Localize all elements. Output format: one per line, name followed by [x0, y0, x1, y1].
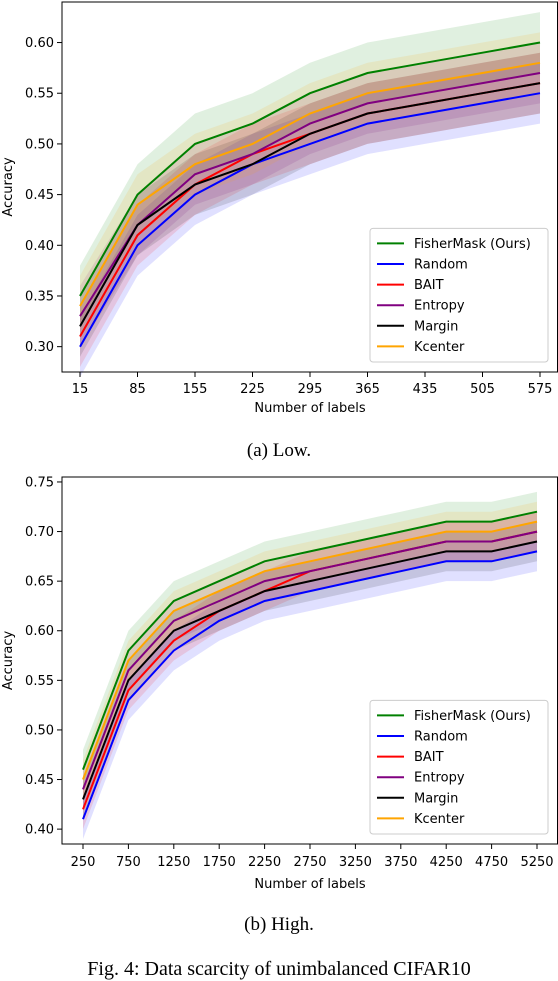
legend-label: FisherMask (Ours) — [414, 237, 531, 252]
x-tick-label: 1250 — [157, 855, 190, 870]
x-tick-label: 85 — [129, 382, 146, 397]
chart-0: 15 85 155 225 295 365 435 505 575 0.30 0.35 0.40 0.4… — [1, 1, 558, 416]
confidence-band — [80, 62, 540, 378]
y-tick-label: 0.50 — [25, 137, 54, 152]
legend-label: Margin — [414, 791, 458, 806]
y-tick-label: 0.65 — [25, 575, 54, 590]
x-tick-label: 4750 — [475, 855, 508, 870]
legend-label: Margin — [414, 319, 458, 334]
legend-box — [369, 699, 549, 835]
y-tick-label: 0.70 — [25, 525, 54, 540]
x-tick-label: 5250 — [520, 855, 553, 870]
caption-low: (a) Low. — [246, 440, 312, 461]
x-tick-label: 225 — [240, 382, 265, 397]
confidence-band — [80, 52, 540, 357]
series-line — [79, 61, 541, 307]
legend-label: Entropy — [414, 299, 465, 314]
series-line — [79, 82, 541, 327]
series-line — [82, 520, 538, 780]
legend-label: Kcenter — [414, 812, 465, 827]
y-tick-label: 0.60 — [25, 36, 54, 51]
y-axis-label: Accuracy — [1, 631, 16, 691]
x-tick-label: 1750 — [203, 855, 236, 870]
x-axis-label: Number of labels — [254, 877, 365, 892]
chart-1: 250 750 1250 1750 2250 2750 3250 3750 4250 4750 52… — [1, 475, 558, 892]
y-tick-label: 0.50 — [25, 723, 54, 738]
x-tick-label: 505 — [470, 382, 495, 397]
legend-label: Random — [414, 730, 468, 745]
legend-label: Kcenter — [414, 340, 465, 355]
series-line — [82, 540, 538, 800]
y-tick-label: 0.45 — [25, 773, 54, 788]
x-tick-label: 4250 — [430, 855, 463, 870]
legend-label: BAIT — [414, 278, 444, 293]
confidence-band — [80, 12, 540, 327]
y-tick-label: 0.45 — [25, 188, 54, 203]
x-tick-label: 3750 — [384, 855, 417, 870]
confidence-band — [80, 42, 540, 347]
x-tick-label: 750 — [116, 855, 141, 870]
y-tick-label: 0.55 — [25, 87, 54, 102]
legend-label: FisherMask (Ours) — [414, 709, 531, 724]
legend-label: Entropy — [414, 771, 465, 786]
caption-high: (b) High. — [244, 914, 314, 935]
legend-label: BAIT — [414, 750, 444, 765]
confidence-band — [83, 531, 537, 839]
y-tick-label: 0.40 — [25, 239, 54, 254]
x-tick-label: 250 — [71, 855, 96, 870]
y-tick-label: 0.55 — [25, 674, 54, 689]
series-line — [82, 550, 538, 820]
x-tick-label: 3250 — [339, 855, 372, 870]
series-line — [82, 530, 538, 790]
y-tick-label: 0.75 — [25, 475, 54, 490]
legend-label: Random — [414, 258, 468, 273]
confidence-band — [80, 32, 540, 337]
legend: FisherMask (Ours) Random BAIT Entropy Margin… — [369, 699, 549, 835]
x-tick-label: 435 — [413, 382, 438, 397]
x-tick-label: 15 — [72, 382, 89, 397]
x-tick-label: 575 — [528, 382, 553, 397]
x-axis-label: Number of labels — [254, 401, 365, 416]
series-line — [82, 510, 538, 770]
legend-box — [369, 227, 549, 363]
x-tick-label: 2750 — [293, 855, 326, 870]
y-tick-label: 0.60 — [25, 624, 54, 639]
x-tick-label: 2250 — [248, 855, 281, 870]
y-axis-label: Accuracy — [1, 157, 16, 217]
y-tick-label: 0.35 — [25, 289, 54, 304]
confidence-band — [83, 511, 537, 830]
series-line — [79, 41, 541, 297]
series-line — [79, 72, 541, 317]
x-tick-label: 365 — [355, 382, 380, 397]
series-line — [79, 92, 541, 348]
confidence-band — [80, 52, 540, 367]
x-tick-label: 295 — [298, 382, 323, 397]
y-tick-label: 0.30 — [25, 340, 54, 355]
figure-caption: Fig. 4: Data scarcity of unimbalanced CI… — [87, 958, 471, 980]
legend: FisherMask (Ours) Random BAIT Entropy Margin… — [369, 227, 549, 363]
x-tick-label: 155 — [183, 382, 208, 397]
y-tick-label: 0.40 — [25, 823, 54, 838]
